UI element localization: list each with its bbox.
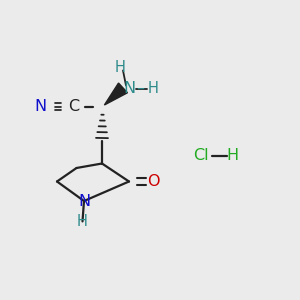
Polygon shape — [104, 83, 128, 105]
Text: O: O — [147, 174, 159, 189]
Text: C: C — [68, 99, 79, 114]
Text: N: N — [78, 194, 90, 208]
Text: H: H — [115, 60, 125, 75]
Text: H: H — [148, 81, 158, 96]
Text: Cl: Cl — [193, 148, 209, 164]
Text: H: H — [77, 214, 88, 229]
Text: –: – — [136, 81, 145, 96]
Text: H: H — [226, 148, 238, 164]
Text: N: N — [34, 99, 46, 114]
Text: N: N — [123, 81, 135, 96]
